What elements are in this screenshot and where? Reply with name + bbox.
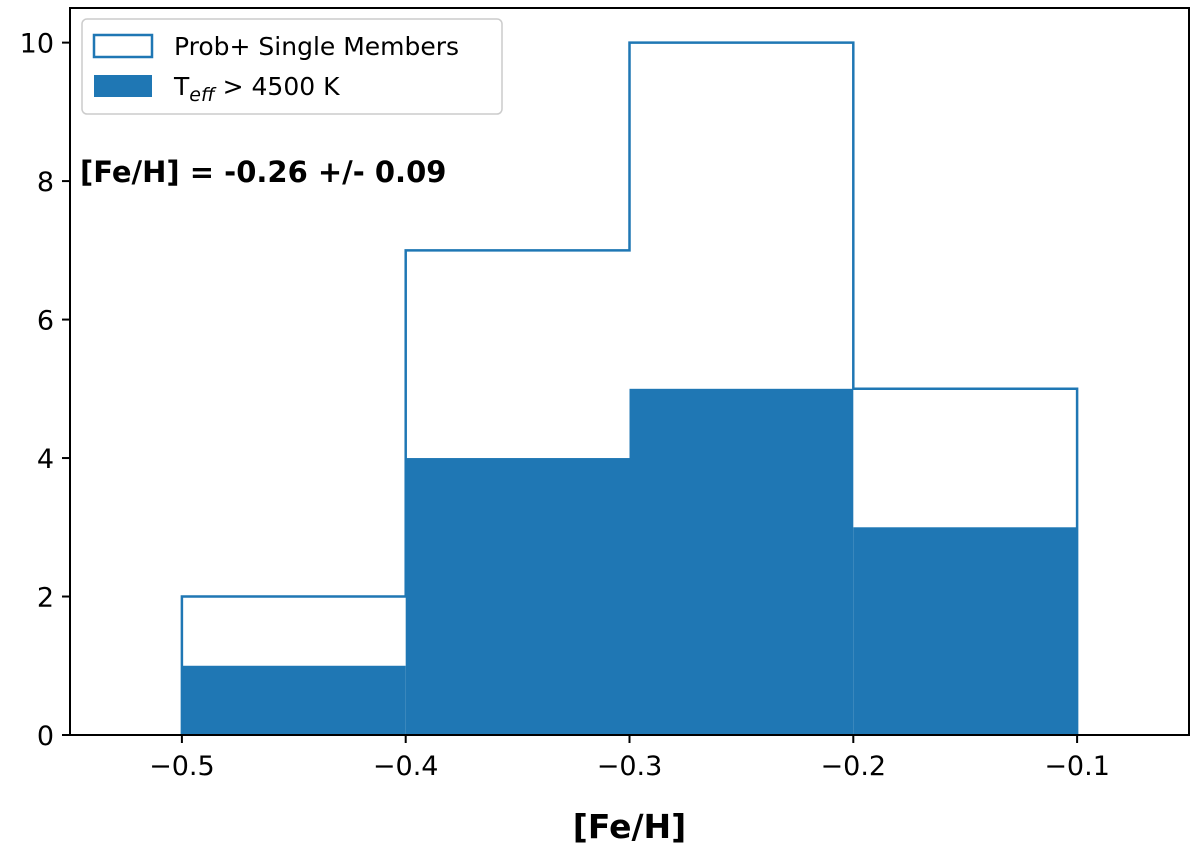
legend-frame xyxy=(81,18,503,115)
outline-steps xyxy=(180,41,1079,735)
legend: Prob+ Single Members Teff > 4500 K xyxy=(81,18,503,115)
legend-teff-sub: eff xyxy=(189,84,217,106)
x-tick-label: −0.1 xyxy=(1044,751,1110,782)
y-tick-label: 10 xyxy=(20,29,54,60)
y-tick-label: 0 xyxy=(37,721,54,752)
filled-bars xyxy=(181,388,1078,735)
filled-bar-0 xyxy=(181,665,406,735)
x-tick-label: −0.2 xyxy=(821,751,887,782)
legend-teff-rest: > 4500 K xyxy=(215,72,340,101)
x-axis-title: [Fe/H] xyxy=(573,807,686,846)
legend-teff-main: T xyxy=(173,72,190,101)
x-tick-label: −0.4 xyxy=(373,751,439,782)
filled-bar-2 xyxy=(629,388,854,735)
outline-step-line xyxy=(180,41,1079,735)
y-tick-label: 8 xyxy=(37,167,54,198)
y-tick-label: 6 xyxy=(37,306,54,337)
metallicity-annotation: [Fe/H] = -0.26 +/- 0.09 xyxy=(80,155,446,189)
y-tick-label: 4 xyxy=(37,444,54,475)
y-tick-label: 2 xyxy=(37,583,54,614)
x-tick-label: −0.5 xyxy=(149,751,215,782)
legend-label-outline: Prob+ Single Members xyxy=(174,32,459,61)
filled-bar-1 xyxy=(405,458,630,735)
x-tick-label: −0.3 xyxy=(597,751,663,782)
legend-label-filled: Teff > 4500 K xyxy=(173,72,340,106)
legend-swatch-outline xyxy=(92,33,154,59)
filled-bar-3 xyxy=(853,527,1078,735)
legend-swatch-filled xyxy=(94,75,152,97)
ticks: −0.5 −0.4 −0.3 −0.2 −0.1 0 2 4 6 8 10 xyxy=(20,29,1110,782)
